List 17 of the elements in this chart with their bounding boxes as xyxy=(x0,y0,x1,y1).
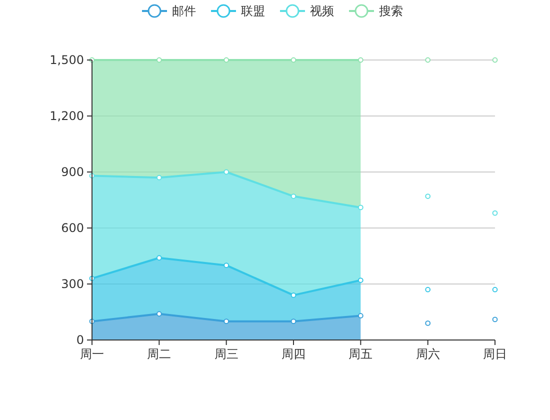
y-tick-label: 0 xyxy=(76,333,84,348)
legend-label: 联盟 xyxy=(241,4,265,18)
y-tick-label: 300 xyxy=(61,277,84,292)
legend-label: 邮件 xyxy=(172,4,196,18)
x-tick-label: 周一 xyxy=(80,347,104,361)
x-tick-label: 周三 xyxy=(214,347,238,361)
y-tick-label: 1,500 xyxy=(50,53,84,68)
x-tick-label: 周日 xyxy=(483,347,507,361)
x-tick-label: 周六 xyxy=(416,347,440,361)
x-tick-label: 周二 xyxy=(147,347,172,361)
y-tick-label: 900 xyxy=(61,165,84,180)
x-tick-label: 周五 xyxy=(348,347,373,361)
y-tick-label: 1,200 xyxy=(50,109,84,124)
x-tick-label: 周四 xyxy=(282,347,306,361)
y-tick-label: 600 xyxy=(61,221,84,236)
legend-label: 搜索 xyxy=(379,4,403,18)
legend-label: 视频 xyxy=(310,4,334,18)
